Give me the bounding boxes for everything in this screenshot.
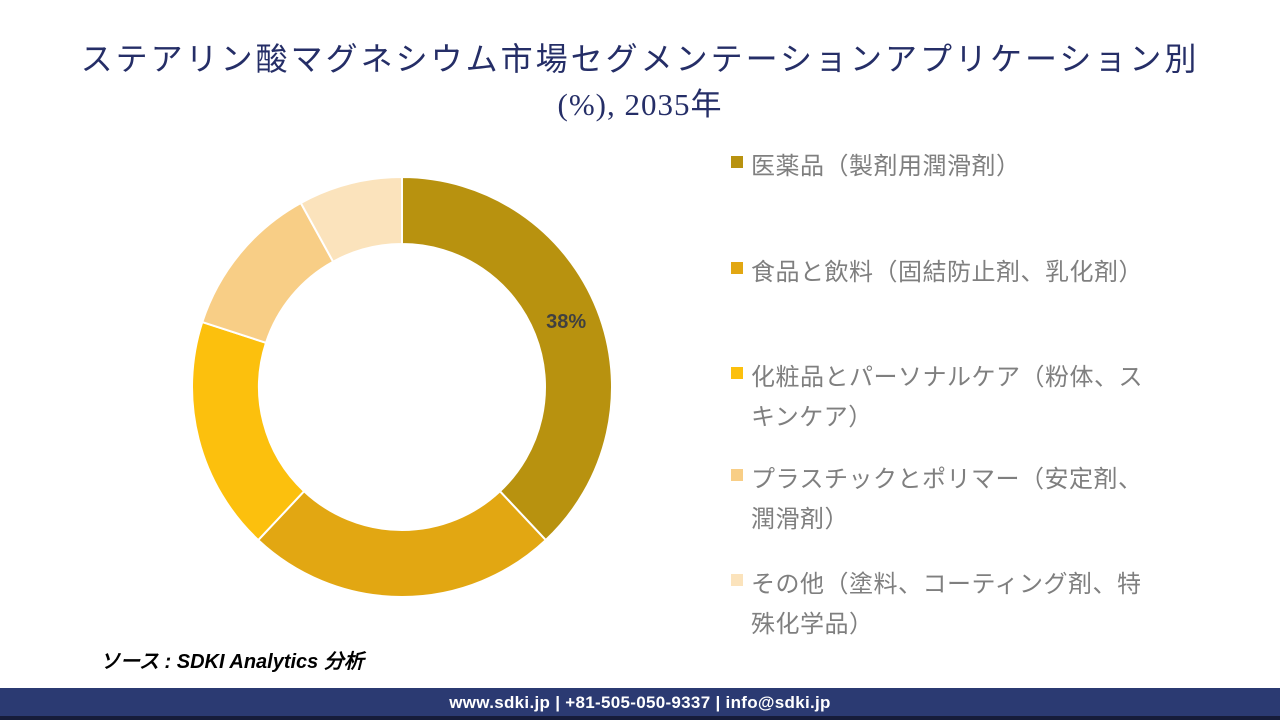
legend-item-others: その他（塗料、コーティング剤、特 殊化学品）: [731, 565, 1142, 645]
legend-label-line: 食品と飲料（固結防止剤、乳化剤）: [751, 259, 1143, 286]
legend-item-pharmaceuticals: 医薬品（製剤用潤滑剤）: [731, 147, 1021, 187]
legend-swatch-icon: [731, 574, 743, 586]
legend-swatch-icon: [731, 367, 743, 379]
donut-slice-2: [191, 321, 306, 542]
page-title: ステアリン酸マグネシウム市場セグメンテーションアプリケーション別 (%), 20…: [0, 36, 1280, 127]
legend-label-line: キンケア）: [751, 404, 873, 431]
legend-label-line: 化粧品とパーソナルケア（粉体、ス: [751, 364, 1143, 391]
legend-item-label: 化粧品とパーソナルケア（粉体、ス キンケア）: [751, 358, 1143, 438]
donut-slice-0: [401, 176, 613, 542]
legend-item-label: その他（塗料、コーティング剤、特 殊化学品）: [751, 565, 1142, 645]
donut-slice-4: [299, 176, 403, 263]
source-note: ソース : SDKI Analytics 分析: [100, 651, 364, 673]
legend-item-label: プラスチックとポリマー（安定剤、 潤滑剤）: [751, 460, 1143, 540]
legend-label-line: その他（塗料、コーティング剤、特: [751, 571, 1142, 598]
legend-swatch-icon: [731, 262, 743, 274]
legend-label-line: 医薬品（製剤用潤滑剤）: [751, 153, 1021, 180]
footer-bar: www.sdki.jp | +81-505-050-9337 | info@sd…: [0, 688, 1280, 720]
chart-title-line2: (%), 2035年: [557, 87, 723, 122]
legend-item-plastics-polymers: プラスチックとポリマー（安定剤、 潤滑剤）: [731, 460, 1143, 540]
legend-item-cosmetics-personal-care: 化粧品とパーソナルケア（粉体、ス キンケア）: [731, 358, 1143, 438]
legend-swatch-icon: [731, 469, 743, 481]
footer-bottom-edge: [0, 716, 1280, 720]
chart-title-line1: ステアリン酸マグネシウム市場セグメンテーションアプリケーション別: [80, 41, 1200, 77]
donut-slice-1: [257, 490, 547, 598]
legend-item-food-beverage: 食品と飲料（固結防止剤、乳化剤）: [731, 253, 1143, 293]
legend-item-label: 医薬品（製剤用潤滑剤）: [751, 147, 1021, 187]
legend-swatch-icon: [731, 156, 743, 168]
footer-contact-text: www.sdki.jp | +81-505-050-9337 | info@sd…: [449, 693, 831, 712]
legend-item-label: 食品と飲料（固結防止剤、乳化剤）: [751, 253, 1143, 293]
slice-data-label: 38%: [546, 311, 586, 333]
legend-label-line: 殊化学品）: [751, 611, 874, 638]
legend-label-line: プラスチックとポリマー（安定剤、: [751, 466, 1143, 493]
legend-label-line: 潤滑剤）: [751, 506, 849, 533]
